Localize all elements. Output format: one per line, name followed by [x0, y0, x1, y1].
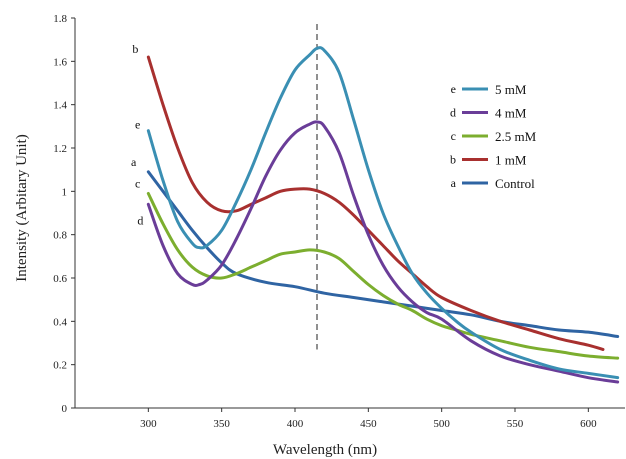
y-tick-label: 1.8	[53, 13, 67, 25]
series-lines	[146, 46, 620, 384]
legend-item-b: b 1 mM	[450, 153, 527, 168]
legend-letter: a	[451, 176, 457, 190]
y-tick-label: 1.2	[53, 143, 67, 155]
legend-item-c: c 2.5 mM	[451, 129, 537, 144]
legend-item-e: e 5 mM	[451, 82, 527, 97]
x-tick-label: 400	[287, 418, 304, 430]
x-tick-label: 350	[213, 418, 230, 430]
legend-letter: c	[451, 129, 456, 143]
y-tick-label: 1	[62, 186, 68, 198]
x-tick-label: 550	[507, 418, 524, 430]
legend-label: Control	[495, 176, 535, 191]
y-tick-label: 0.4	[53, 316, 67, 328]
y-tick-label: 0	[62, 403, 68, 415]
legend-letter: e	[451, 82, 456, 96]
legend-letter: d	[450, 106, 456, 120]
series-line-b	[146, 55, 605, 351]
x-axis-label: Wavelength (nm)	[273, 442, 377, 458]
series-line-c	[146, 192, 620, 360]
legend-label: 4 mM	[495, 106, 527, 121]
x-tick-label: 450	[360, 418, 377, 430]
x-tick-label: 600	[580, 418, 597, 430]
legend-item-d: d 4 mM	[450, 106, 527, 121]
legend-label: 5 mM	[495, 82, 527, 97]
curve-letter-b: b	[132, 42, 138, 56]
y-tick-label: 0.6	[53, 273, 67, 285]
curve-letter-a: a	[131, 155, 137, 169]
curve-letter-c: c	[135, 177, 140, 191]
series-line-a	[146, 170, 620, 338]
series-line-e	[146, 46, 620, 380]
series-line-d	[146, 120, 620, 384]
x-tick-label: 500	[433, 418, 450, 430]
y-axis-label: Intensity (Arbitary Unit)	[14, 134, 30, 281]
legend-item-a: a Control	[451, 176, 535, 191]
x-tick-label: 300	[140, 418, 157, 430]
curve-letter-e: e	[135, 118, 140, 132]
y-tick-label: 0.2	[53, 360, 67, 372]
y-tick-label: 0.8	[53, 230, 67, 242]
axes: 0 0.2 0.4 0.6 0.8 1 1.2 1.4 1.6 1.8 300 350 400 450 50…	[53, 13, 625, 430]
legend-label: 1 mM	[495, 153, 527, 168]
legend: e 5 mM d 4 mM c 2.5 mM b 1 mM a Control	[450, 82, 537, 191]
legend-letter: b	[450, 153, 456, 167]
legend-label: 2.5 mM	[495, 129, 537, 144]
y-tick-label: 1.4	[53, 100, 67, 112]
y-tick-label: 1.6	[53, 56, 67, 68]
curve-letter-labels: e d c b a	[131, 42, 143, 227]
curve-letter-d: d	[137, 213, 143, 227]
